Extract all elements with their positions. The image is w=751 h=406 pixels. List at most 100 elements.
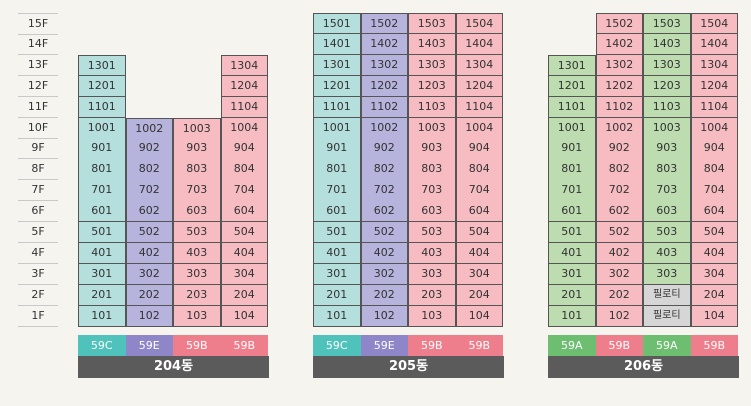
unit-cell[interactable]: 402 [125,242,173,265]
unit-cell[interactable]: 304 [690,263,738,286]
unit-cell[interactable]: 801 [548,159,596,181]
piloti-cell[interactable]: 필로티 [643,305,691,327]
unit-cell[interactable]: 901 [78,138,126,160]
unit-cell[interactable]: 903 [173,138,221,160]
unit-cell[interactable]: 803 [408,159,456,181]
unit-cell[interactable]: 1101 [313,96,361,118]
unit-cell[interactable]: 504 [690,222,738,244]
unit-cell[interactable]: 503 [408,222,456,244]
unit-cell[interactable]: 1103 [643,96,691,118]
unit-cell[interactable]: 1304 [455,54,503,77]
unit-cell[interactable]: 1502 [595,13,643,35]
unit-cell[interactable]: 403 [173,242,221,265]
unit-cell[interactable]: 1104 [690,96,738,118]
unit-cell[interactable]: 304 [455,263,503,286]
unit-cell[interactable]: 301 [313,263,361,286]
unit-cell[interactable]: 203 [173,284,221,307]
unit-cell[interactable]: 1201 [313,75,361,98]
unit-cell[interactable]: 302 [360,263,408,286]
unit-cell[interactable]: 1402 [595,33,643,56]
unit-cell[interactable]: 703 [173,180,221,202]
unit-cell[interactable]: 1204 [455,75,503,98]
unit-cell[interactable]: 1004 [455,117,503,139]
unit-cell[interactable]: 601 [78,201,126,223]
unit-cell[interactable]: 404 [690,242,738,265]
unit-cell[interactable]: 403 [643,242,691,265]
unit-cell[interactable]: 602 [360,201,408,223]
unit-cell[interactable]: 404 [220,242,268,265]
unit-cell[interactable]: 1002 [125,117,173,139]
unit-cell[interactable]: 102 [595,305,643,327]
unit-cell[interactable]: 501 [548,222,596,244]
unit-cell[interactable]: 1001 [548,117,596,139]
unit-cell[interactable]: 1504 [690,13,738,35]
unit-cell[interactable]: 202 [125,284,173,307]
unit-cell[interactable]: 601 [313,201,361,223]
unit-cell[interactable]: 103 [173,305,221,327]
unit-cell[interactable]: 1001 [313,117,361,139]
unit-cell[interactable]: 1201 [78,75,126,98]
unit-cell[interactable]: 101 [313,305,361,327]
unit-cell[interactable]: 101 [78,305,126,327]
unit-cell[interactable]: 1003 [173,117,221,139]
unit-cell[interactable]: 604 [455,201,503,223]
unit-cell[interactable]: 1301 [548,54,596,77]
unit-cell[interactable]: 1401 [313,33,361,56]
unit-cell[interactable]: 703 [408,180,456,202]
unit-cell[interactable]: 1202 [595,75,643,98]
unit-cell[interactable]: 903 [408,138,456,160]
unit-cell[interactable]: 204 [690,284,738,307]
unit-cell[interactable]: 1202 [360,75,408,98]
unit-cell[interactable]: 303 [408,263,456,286]
unit-cell[interactable]: 602 [595,201,643,223]
unit-cell[interactable]: 502 [595,222,643,244]
unit-cell[interactable]: 1403 [408,33,456,56]
unit-cell[interactable]: 902 [360,138,408,160]
unit-cell[interactable]: 1402 [360,33,408,56]
unit-cell[interactable]: 1002 [360,117,408,139]
unit-cell[interactable]: 402 [360,242,408,265]
unit-cell[interactable]: 904 [455,138,503,160]
unit-cell[interactable]: 303 [173,263,221,286]
unit-cell[interactable]: 1003 [643,117,691,139]
unit-cell[interactable]: 1104 [455,96,503,118]
unit-cell[interactable]: 1303 [408,54,456,77]
unit-cell[interactable]: 202 [595,284,643,307]
unit-cell[interactable]: 504 [220,222,268,244]
unit-cell[interactable]: 802 [125,159,173,181]
unit-cell[interactable]: 802 [360,159,408,181]
unit-cell[interactable]: 104 [690,305,738,327]
unit-cell[interactable]: 303 [643,263,691,286]
unit-cell[interactable]: 902 [125,138,173,160]
unit-cell[interactable]: 102 [360,305,408,327]
unit-cell[interactable]: 103 [408,305,456,327]
unit-cell[interactable]: 602 [125,201,173,223]
unit-cell[interactable]: 1204 [220,75,268,98]
unit-cell[interactable]: 302 [595,263,643,286]
unit-cell[interactable]: 1001 [78,117,126,139]
unit-cell[interactable]: 902 [595,138,643,160]
unit-cell[interactable]: 1201 [548,75,596,98]
unit-cell[interactable]: 401 [548,242,596,265]
unit-cell[interactable]: 803 [173,159,221,181]
unit-cell[interactable]: 1204 [690,75,738,98]
unit-cell[interactable]: 1301 [313,54,361,77]
unit-cell[interactable]: 201 [313,284,361,307]
unit-cell[interactable]: 1302 [595,54,643,77]
unit-cell[interactable]: 302 [125,263,173,286]
unit-cell[interactable]: 204 [455,284,503,307]
unit-cell[interactable]: 503 [643,222,691,244]
unit-cell[interactable]: 1304 [220,54,268,77]
unit-cell[interactable]: 603 [408,201,456,223]
unit-cell[interactable]: 601 [548,201,596,223]
unit-cell[interactable]: 401 [78,242,126,265]
unit-cell[interactable]: 1203 [643,75,691,98]
unit-cell[interactable]: 501 [313,222,361,244]
unit-cell[interactable]: 1101 [548,96,596,118]
unit-cell[interactable]: 1003 [408,117,456,139]
unit-cell[interactable]: 502 [125,222,173,244]
unit-cell[interactable]: 1104 [220,96,268,118]
unit-cell[interactable]: 1301 [78,54,126,77]
unit-cell[interactable]: 704 [220,180,268,202]
unit-cell[interactable]: 702 [360,180,408,202]
